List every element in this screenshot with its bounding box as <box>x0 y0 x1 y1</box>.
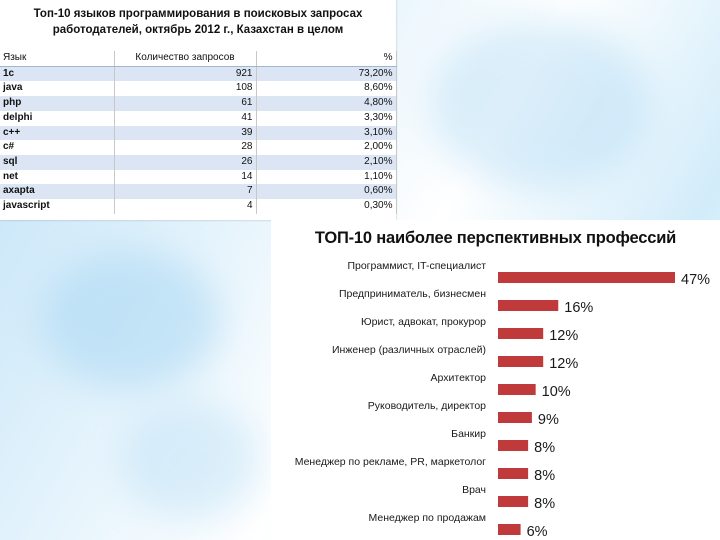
header-percent: % <box>256 51 397 67</box>
cell-count: 26 <box>114 154 257 170</box>
cell-percent: 0,60% <box>256 184 397 200</box>
value-label: 12% <box>549 356 578 372</box>
table-row: c# 28 2,00% <box>0 140 397 155</box>
table-row: php 61 4,80% <box>0 96 397 111</box>
cell-language: java <box>0 81 115 97</box>
cell-count: 61 <box>114 96 257 111</box>
cell-percent: 4,80% <box>256 96 397 111</box>
table-row: axapta 7 0,60% <box>0 184 397 200</box>
bar <box>498 300 559 311</box>
category-label: Юрист, адвокат, прокурор <box>361 316 486 328</box>
table-row: delphi 41 3,30% <box>0 110 397 126</box>
table-row: net 14 1,10% <box>0 169 397 185</box>
languages-table-panel: Топ-10 языков программирования в поисков… <box>0 0 397 220</box>
cell-language: axapta <box>0 184 115 200</box>
bar <box>498 412 532 423</box>
table-title-line1: Топ-10 языков программирования в поисков… <box>33 8 363 20</box>
header-count: Количество запросов <box>114 51 257 67</box>
value-label: 6% <box>527 524 548 540</box>
value-label: 8% <box>534 496 555 512</box>
background-blob <box>40 250 220 390</box>
table-row: java 108 8,60% <box>0 81 397 97</box>
professions-bar-chart: Программист, IT-специалист 47% Предпринима… <box>295 260 710 540</box>
cell-count: 4 <box>114 199 257 214</box>
cell-percent: 0,30% <box>256 199 397 214</box>
bar <box>498 272 675 283</box>
category-label: Архитектор <box>431 372 487 384</box>
cell-language: c++ <box>0 125 115 141</box>
cell-percent: 8,60% <box>256 81 397 97</box>
chart-title: ТОП-10 наиболее перспективных профессий <box>314 229 677 247</box>
category-label: Руководитель, директор <box>368 400 486 412</box>
bar <box>498 328 544 339</box>
table-title: Топ-10 языков программирования в поисков… <box>0 6 396 38</box>
header-language: Язык <box>0 51 115 67</box>
bar <box>498 384 536 395</box>
cell-language: delphi <box>0 110 115 126</box>
cell-percent: 73,20% <box>256 66 397 82</box>
table-row: c++ 39 3,10% <box>0 125 397 141</box>
bar <box>498 468 529 479</box>
cell-language: 1с <box>0 66 115 82</box>
cell-percent: 3,30% <box>256 110 397 126</box>
table-row: sql 26 2,10% <box>0 154 397 170</box>
value-label: 8% <box>534 468 555 484</box>
background-blob <box>120 400 260 520</box>
value-label: 12% <box>549 328 578 344</box>
cell-percent: 2,00% <box>256 140 397 155</box>
cell-language: c# <box>0 140 115 155</box>
category-label: Банкир <box>451 428 486 440</box>
bar <box>498 524 521 535</box>
cell-count: 108 <box>114 81 257 97</box>
table-header-row: Язык Количество запросов % <box>0 51 397 67</box>
professions-chart-panel: ТОП-10 наиболее перспективных профессий … <box>271 220 720 540</box>
cell-language: net <box>0 169 115 185</box>
value-label: 9% <box>538 412 559 428</box>
cell-count: 39 <box>114 125 257 141</box>
bar <box>498 356 544 367</box>
bar <box>498 440 529 451</box>
table-row: 1с 921 73,20% <box>0 66 397 82</box>
cell-language: sql <box>0 154 115 170</box>
languages-table: Язык Количество запросов % 1с 921 73,20% ja… <box>0 51 397 214</box>
category-label: Менеджер по продажам <box>369 512 486 524</box>
value-label: 47% <box>681 272 710 288</box>
value-label: 8% <box>534 440 555 456</box>
cell-language: javascript <box>0 199 115 214</box>
category-label: Врач <box>462 484 486 496</box>
table-title-line2: работодателей, октябрь 2012 г., Казахста… <box>52 24 344 36</box>
category-label: Программист, IT-специалист <box>347 260 486 272</box>
bar <box>498 496 529 507</box>
category-label: Менеджер по рекламе, PR, маркетолог <box>295 456 486 468</box>
cell-count: 41 <box>114 110 257 126</box>
cell-count: 28 <box>114 140 257 155</box>
category-label: Инженер (различных отраслей) <box>332 344 486 356</box>
table-row: javascript 4 0,30% <box>0 199 397 214</box>
cell-language: php <box>0 96 115 111</box>
cell-percent: 2,10% <box>256 154 397 170</box>
category-label: Предприниматель, бизнесмен <box>339 288 486 300</box>
value-label: 16% <box>564 300 593 316</box>
value-label: 10% <box>542 384 571 400</box>
cell-count: 7 <box>114 184 257 200</box>
cell-count: 921 <box>114 66 257 82</box>
cell-percent: 3,10% <box>256 125 397 141</box>
background-blob <box>430 20 650 190</box>
cell-percent: 1,10% <box>256 169 397 185</box>
cell-count: 14 <box>114 169 257 185</box>
